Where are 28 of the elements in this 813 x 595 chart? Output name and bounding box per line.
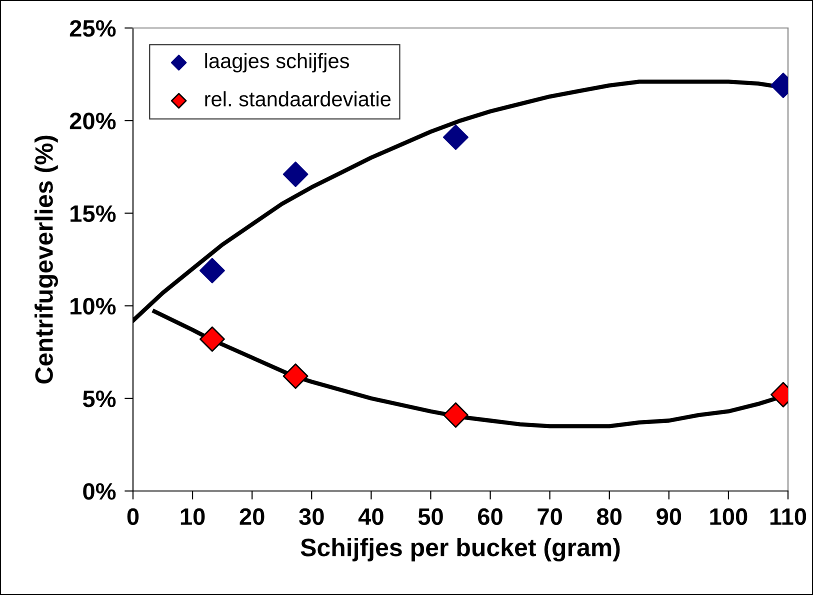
y-axis-title: Centrifugeverlies (%) — [34, 136, 58, 384]
legend-label: laagjes schijfjes — [205, 53, 349, 72]
x-axis-title: Schijfjes per bucket (gram) — [300, 538, 620, 562]
x-tick-label: 10 — [180, 508, 205, 526]
x-tick-label: 70 — [538, 508, 562, 526]
x-tick-label: 110 — [770, 508, 806, 526]
legend-label: rel. standaardeviatie — [205, 91, 391, 106]
y-tick-label: 10% — [70, 298, 116, 315]
y-tick-label: 5% — [82, 390, 116, 408]
point — [443, 124, 468, 150]
x-tick-label: 60 — [478, 508, 502, 526]
x-tick-label: 30 — [299, 508, 324, 526]
y-tick-label: 0% — [83, 483, 116, 500]
x-tick-label: 80 — [596, 508, 622, 526]
x-tick-label: 100 — [710, 508, 748, 526]
x-tick-label: 40 — [358, 508, 384, 526]
point — [282, 162, 308, 188]
x-tick-label: 90 — [656, 508, 682, 526]
point — [282, 363, 308, 389]
y-tick-label: 25% — [70, 20, 116, 37]
x-tick-label: 20 — [240, 508, 264, 526]
y-tick-label: 20% — [70, 112, 116, 130]
point — [199, 258, 225, 284]
point — [443, 402, 468, 428]
point — [199, 326, 225, 352]
y-tick-label: 15% — [70, 205, 116, 222]
x-tick-label: 50 — [418, 508, 443, 526]
x-tick-label: 0 — [127, 508, 139, 526]
